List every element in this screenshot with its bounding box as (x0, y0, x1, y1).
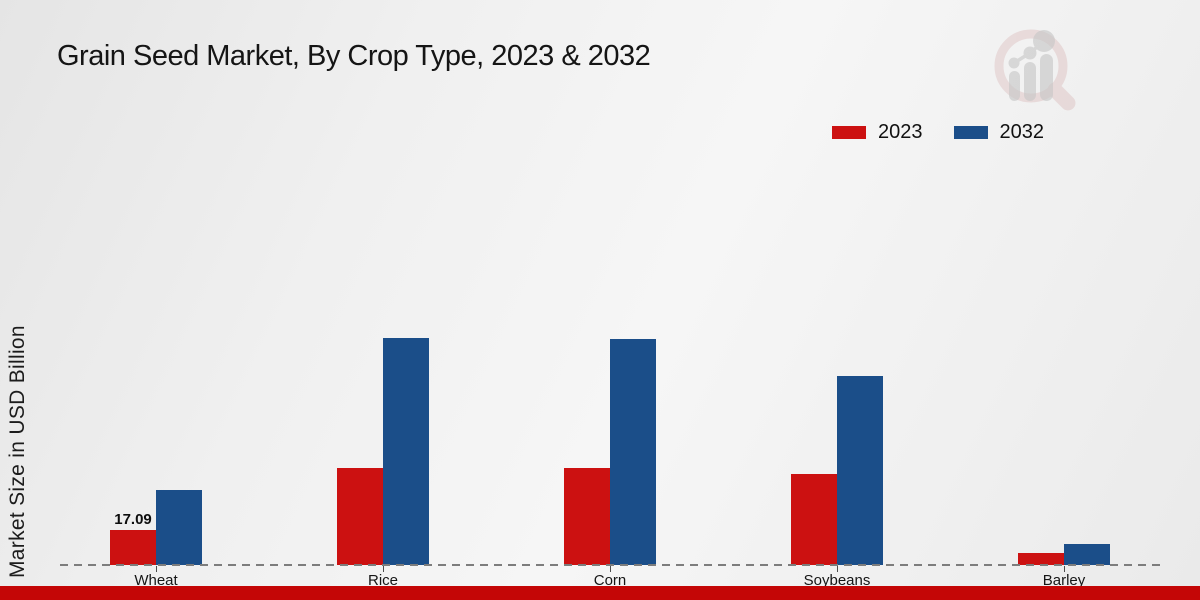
bar-value-label: 17.09 (114, 510, 152, 528)
x-axis-category: Wheat (110, 566, 202, 589)
bar-group-soybeans (791, 375, 883, 565)
x-axis-category: Barley (1018, 566, 1110, 589)
bar-group-wheat: 17.09 (110, 490, 202, 565)
legend-swatch-icon (832, 126, 866, 139)
x-axis-labels: Wheat Rice Corn Soybeans Barley (60, 566, 1160, 589)
bar-2023-rice (337, 467, 383, 565)
bar-group-corn (564, 339, 656, 565)
plot-area: 17.09 (60, 140, 1160, 565)
bar-2032-wheat (156, 490, 202, 565)
footer-band (0, 586, 1200, 600)
x-axis-tick-icon (382, 566, 384, 572)
x-axis-label: Soybeans (803, 572, 871, 589)
x-axis-tick-icon (836, 566, 838, 572)
x-axis-label: Corn (593, 572, 627, 589)
x-axis-baseline (60, 564, 1160, 566)
bar-2032-barley (1064, 543, 1110, 565)
legend-swatch-icon (953, 126, 988, 139)
chart-title: Grain Seed Market, By Crop Type, 2023 & … (57, 40, 651, 72)
x-axis-label: Barley (1042, 572, 1086, 589)
bar-2032-corn (610, 339, 656, 565)
legend-item-2023: 2023 (832, 121, 923, 144)
bar-2032-soybeans (837, 375, 883, 565)
legend-label: 2032 (999, 121, 1045, 143)
bar-group-rice (337, 337, 429, 565)
bar-group-barley (1018, 543, 1110, 565)
legend: 2023 2032 (832, 121, 1044, 144)
x-axis-category: Rice (337, 566, 429, 589)
x-axis-tick-icon (155, 566, 157, 572)
bar-2023-soybeans (791, 473, 837, 565)
bar-2023-barley (1018, 552, 1064, 565)
legend-item-2032: 2032 (953, 121, 1045, 144)
x-axis-category: Soybeans (791, 566, 883, 589)
watermark-logo-icon (994, 29, 1076, 111)
x-axis-category: Corn (564, 566, 656, 589)
x-axis-tick-icon (1063, 566, 1065, 572)
x-axis-label: Rice (367, 572, 398, 589)
y-axis-title: Market Size in USD Billion (6, 325, 29, 578)
bar-2023-wheat: 17.09 (110, 511, 156, 565)
bar-2032-rice (383, 337, 429, 565)
x-axis-tick-icon (609, 566, 611, 572)
x-axis-label: Wheat (134, 572, 178, 589)
bar-2023-corn (564, 467, 610, 565)
legend-label: 2023 (878, 121, 923, 143)
